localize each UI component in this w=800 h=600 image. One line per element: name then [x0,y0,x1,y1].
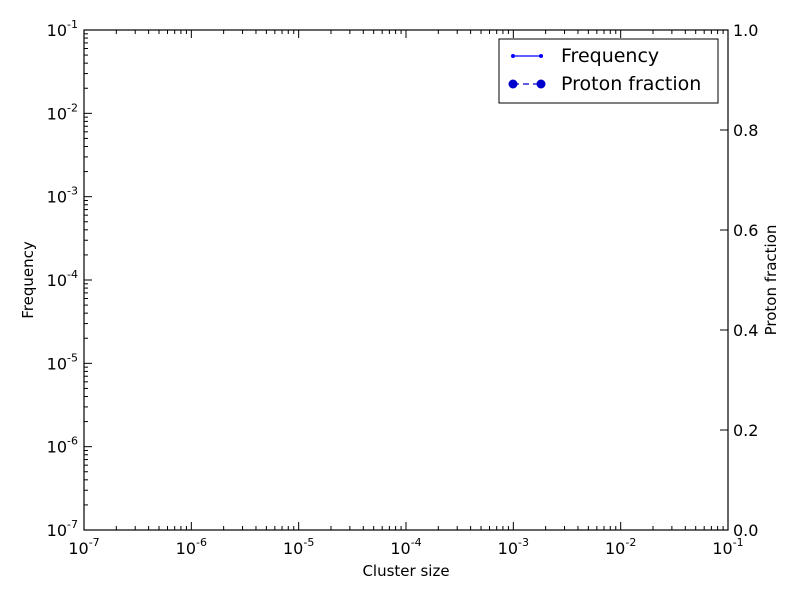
legend-entry: Proton fraction [508,73,701,95]
y-tick-label: 10-4 [47,268,78,290]
y2-tick-label: 0.6 [733,221,758,240]
x-tick-label: 10-2 [605,536,636,558]
x-tick-label: 10-6 [176,536,207,558]
y-tick-label: 10-5 [47,351,78,373]
y-tick-label: 10-7 [47,518,78,540]
x-tick-label: 10-5 [283,536,314,558]
y-tick-label: 10-2 [47,101,78,123]
y2-tick-label: 1.0 [733,21,758,40]
y2-tick-label: 0.2 [733,421,758,440]
y2-tick-label: 0.0 [733,521,758,540]
ticks-layer: 10-7 10-6 10-5 10-4 10-3 10-2 10-1 10-7 10-6 10-5… [47,18,759,558]
y-tick-label: 10-1 [47,18,78,40]
y2-tick-label: 0.4 [733,321,758,340]
legend-entry: Frequency [511,45,659,67]
y-tick-label: 10-6 [47,435,78,457]
legend-label: Frequency [561,45,659,67]
legend-box [498,38,719,104]
legend-swatch-marker [539,54,543,58]
legend-swatch-marker [511,54,515,58]
legend-label: Proton fraction [561,73,701,95]
x-tick-label: 10-7 [68,536,99,558]
x-tick-label: 10-1 [712,536,743,558]
y-tick-label: 10-3 [47,185,78,207]
plot-area [84,30,728,530]
x-tick-label: 10-4 [390,536,421,558]
x-axis-label: Cluster size [362,562,449,580]
legend-swatch-marker [508,79,518,89]
y-axis-label: Frequency [19,241,37,319]
y2-axis-label: Proton fraction [762,225,780,336]
x-tick-label: 10-3 [498,536,529,558]
y2-tick-label: 0.8 [733,121,758,140]
plot-frame [83,29,729,531]
legend-swatch-marker [536,79,546,89]
legend: Frequency Proton fraction [498,38,719,104]
labels-layer: Cluster size Frequency Proton fraction [19,225,780,580]
